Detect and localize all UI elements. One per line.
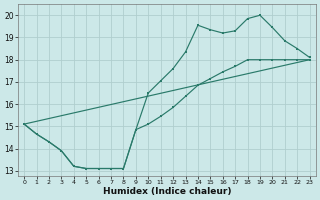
X-axis label: Humidex (Indice chaleur): Humidex (Indice chaleur) (103, 187, 231, 196)
